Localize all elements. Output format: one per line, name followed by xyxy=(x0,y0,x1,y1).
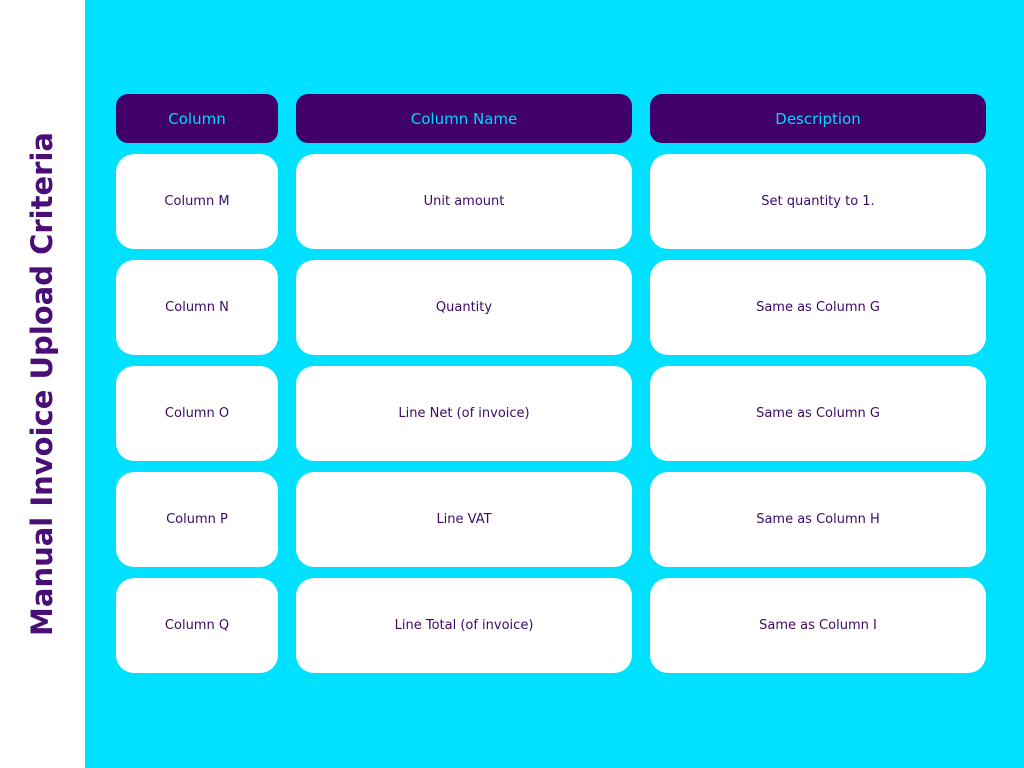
page-title: Manual Invoice Upload Criteria xyxy=(25,132,59,636)
column-header: Column xyxy=(116,94,278,143)
table-cell: Line VAT xyxy=(296,472,632,567)
sidebar: Manual Invoice Upload Criteria xyxy=(0,0,85,768)
table-cell: Same as Column I xyxy=(650,578,986,673)
column-header: Description xyxy=(650,94,986,143)
table-cell: Column N xyxy=(116,260,278,355)
table-cell: Column P xyxy=(116,472,278,567)
table-cell: Quantity xyxy=(296,260,632,355)
table-cell: Same as Column G xyxy=(650,260,986,355)
table-cell: Same as Column G xyxy=(650,366,986,461)
table-cell: Line Net (of invoice) xyxy=(296,366,632,461)
table-cell: Column O xyxy=(116,366,278,461)
table-cell: Line Total (of invoice) xyxy=(296,578,632,673)
table-cell: Column M xyxy=(116,154,278,249)
table-cell: Unit amount xyxy=(296,154,632,249)
table-cell: Same as Column H xyxy=(650,472,986,567)
table-cell: Set quantity to 1. xyxy=(650,154,986,249)
table-cell: Column Q xyxy=(116,578,278,673)
column-header: Column Name xyxy=(296,94,632,143)
